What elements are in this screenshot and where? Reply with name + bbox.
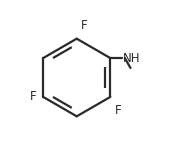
Text: F: F <box>30 90 36 103</box>
Text: NH: NH <box>123 52 140 65</box>
Text: F: F <box>81 19 88 32</box>
Text: F: F <box>115 104 122 117</box>
